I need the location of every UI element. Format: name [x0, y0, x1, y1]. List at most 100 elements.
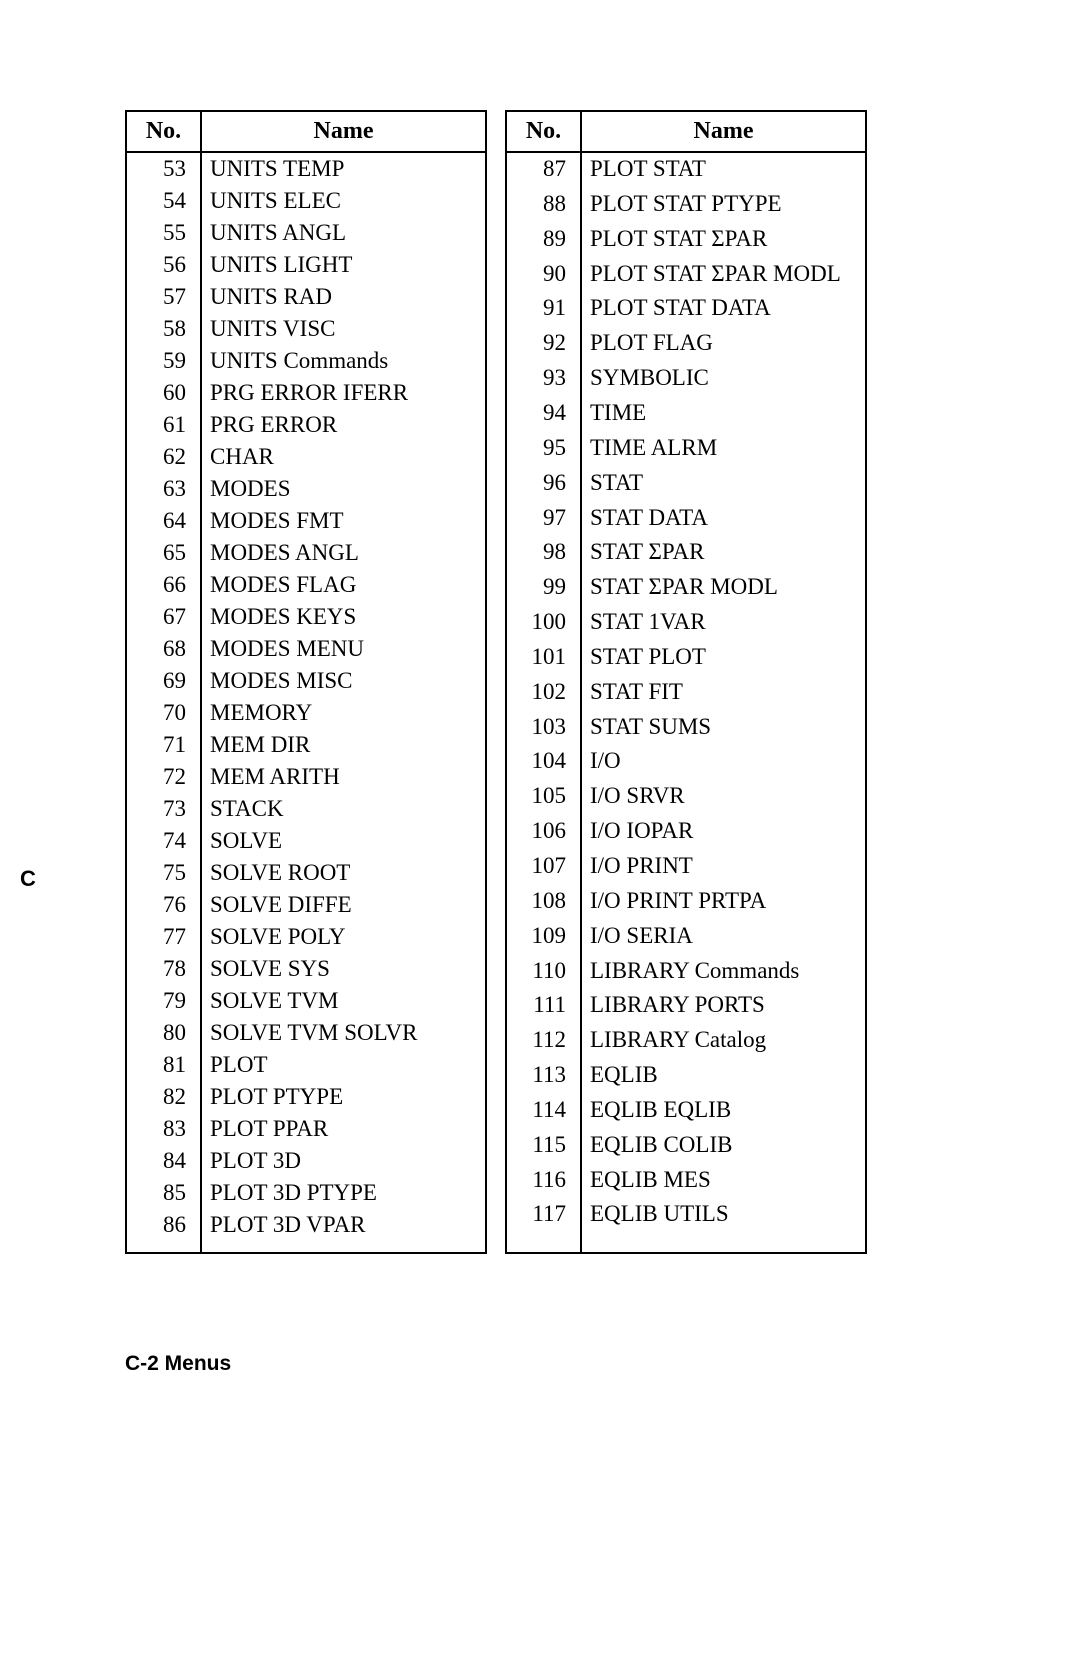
cell-no: 114	[506, 1094, 581, 1129]
cell-name: MODES ANGL	[201, 537, 486, 569]
column-header-no: No.	[506, 111, 581, 152]
table-row: 65MODES ANGL	[126, 537, 486, 569]
cell-name: STAT SUMS	[581, 711, 866, 746]
column-header-name: Name	[201, 111, 486, 152]
cell-name: SOLVE TVM SOLVR	[201, 1017, 486, 1049]
cell-name: PLOT STAT PTYPE	[581, 188, 866, 223]
table-row: 92PLOT FLAG	[506, 327, 866, 362]
cell-name: PLOT 3D VPAR	[201, 1209, 486, 1253]
cell-name: EQLIB UTILS	[581, 1198, 866, 1233]
cell-name: STAT ΣPAR MODL	[581, 571, 866, 606]
cell-no: 88	[506, 188, 581, 223]
table-row: 75SOLVE ROOT	[126, 857, 486, 889]
table-row	[506, 1233, 866, 1253]
cell-name: MODES FMT	[201, 505, 486, 537]
table-row: 117EQLIB UTILS	[506, 1198, 866, 1233]
cell-no: 53	[126, 152, 201, 185]
table-row: 70MEMORY	[126, 697, 486, 729]
table-row: 94TIME	[506, 397, 866, 432]
cell-no: 56	[126, 249, 201, 281]
appendix-marker: C	[20, 866, 36, 892]
cell-no: 62	[126, 441, 201, 473]
table-row: 62CHAR	[126, 441, 486, 473]
cell-no: 117	[506, 1198, 581, 1233]
cell-no: 106	[506, 815, 581, 850]
cell-name: UNITS VISC	[201, 313, 486, 345]
table-row: 54UNITS ELEC	[126, 185, 486, 217]
cell-no: 101	[506, 641, 581, 676]
cell-name: PRG ERROR IFERR	[201, 377, 486, 409]
cell-no: 105	[506, 780, 581, 815]
table-row: 55UNITS ANGL	[126, 217, 486, 249]
table-row: 90PLOT STAT ΣPAR MODL	[506, 258, 866, 293]
table-row: 83PLOT PPAR	[126, 1113, 486, 1145]
cell-name: SOLVE POLY	[201, 921, 486, 953]
table-row: 78SOLVE SYS	[126, 953, 486, 985]
table-row: 91PLOT STAT DATA	[506, 292, 866, 327]
cell-name: PLOT STAT ΣPAR MODL	[581, 258, 866, 293]
cell-name: MODES MISC	[201, 665, 486, 697]
table-row: 79SOLVE TVM	[126, 985, 486, 1017]
cell-no: 111	[506, 989, 581, 1024]
table-row: 114EQLIB EQLIB	[506, 1094, 866, 1129]
cell-name: PLOT PTYPE	[201, 1081, 486, 1113]
reference-table-left: No. Name 53UNITS TEMP54UNITS ELEC55UNITS…	[125, 110, 487, 1254]
cell-no: 91	[506, 292, 581, 327]
table-row: 73STACK	[126, 793, 486, 825]
cell-no: 79	[126, 985, 201, 1017]
cell-no: 97	[506, 502, 581, 537]
table-row: 87PLOT STAT	[506, 152, 866, 188]
cell-name: UNITS Commands	[201, 345, 486, 377]
table-row: 109I/O SERIA	[506, 920, 866, 955]
reference-table-right: No. Name 87PLOT STAT88PLOT STAT PTYPE89P…	[505, 110, 867, 1254]
cell-no: 113	[506, 1059, 581, 1094]
table-row: 63MODES	[126, 473, 486, 505]
cell-no: 94	[506, 397, 581, 432]
table-row: 84PLOT 3D	[126, 1145, 486, 1177]
table-row: 81PLOT	[126, 1049, 486, 1081]
cell-no: 92	[506, 327, 581, 362]
table-row: 82PLOT PTYPE	[126, 1081, 486, 1113]
cell-no: 75	[126, 857, 201, 889]
cell-no: 84	[126, 1145, 201, 1177]
cell-name: I/O PRINT PRTPA	[581, 885, 866, 920]
cell-name: PLOT STAT	[581, 152, 866, 188]
cell-no: 74	[126, 825, 201, 857]
table-row: 80SOLVE TVM SOLVR	[126, 1017, 486, 1049]
cell-name: MEMORY	[201, 697, 486, 729]
table-row: 107I/O PRINT	[506, 850, 866, 885]
table-row: 69MODES MISC	[126, 665, 486, 697]
cell-name: SOLVE TVM	[201, 985, 486, 1017]
table-row: 108I/O PRINT PRTPA	[506, 885, 866, 920]
table-row: 60PRG ERROR IFERR	[126, 377, 486, 409]
cell-no: 71	[126, 729, 201, 761]
cell-name: I/O SERIA	[581, 920, 866, 955]
table-row: 71MEM DIR	[126, 729, 486, 761]
cell-no	[506, 1233, 581, 1253]
cell-no: 112	[506, 1024, 581, 1059]
cell-no: 80	[126, 1017, 201, 1049]
cell-name: STAT FIT	[581, 676, 866, 711]
tables-container: No. Name 53UNITS TEMP54UNITS ELEC55UNITS…	[125, 110, 1005, 1254]
table-row: 53UNITS TEMP	[126, 152, 486, 185]
cell-name: UNITS ELEC	[201, 185, 486, 217]
table-row: 74SOLVE	[126, 825, 486, 857]
column-header-name: Name	[581, 111, 866, 152]
table-row: 101STAT PLOT	[506, 641, 866, 676]
table-row: 110LIBRARY Commands	[506, 955, 866, 990]
cell-name: TIME	[581, 397, 866, 432]
cell-name: MEM ARITH	[201, 761, 486, 793]
table-row: 77SOLVE POLY	[126, 921, 486, 953]
cell-name: UNITS TEMP	[201, 152, 486, 185]
table-row: 86PLOT 3D VPAR	[126, 1209, 486, 1253]
cell-no: 60	[126, 377, 201, 409]
cell-name: EQLIB COLIB	[581, 1129, 866, 1164]
cell-no: 57	[126, 281, 201, 313]
table-row: 102STAT FIT	[506, 676, 866, 711]
cell-name: SOLVE	[201, 825, 486, 857]
cell-no: 61	[126, 409, 201, 441]
cell-name: MODES KEYS	[201, 601, 486, 633]
cell-name: STAT DATA	[581, 502, 866, 537]
cell-no: 86	[126, 1209, 201, 1253]
cell-no: 109	[506, 920, 581, 955]
